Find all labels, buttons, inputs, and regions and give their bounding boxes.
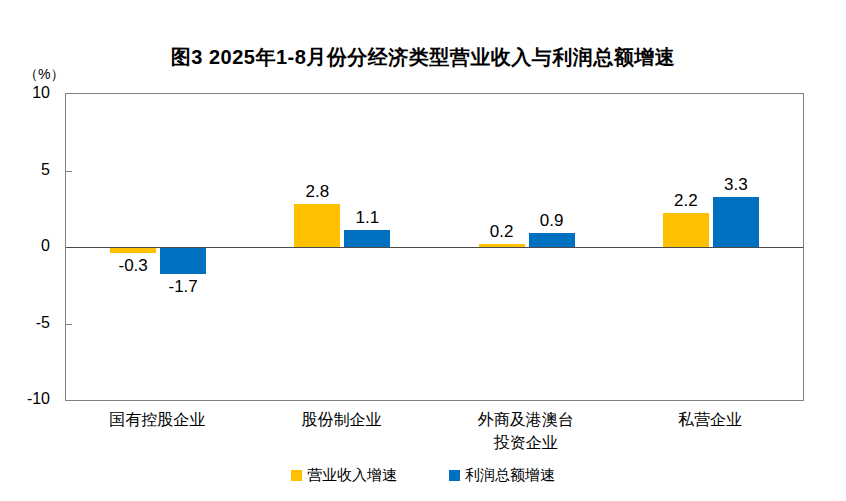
- legend-item: 利润总额增速: [449, 466, 555, 485]
- bar-value-label: -0.3: [101, 256, 165, 276]
- y-tick-label: 5: [6, 161, 50, 179]
- bar-利润总额增速-股份制企业: [344, 230, 390, 247]
- bar-营业收入增速-外商及港澳台投资企业: [479, 244, 525, 247]
- x-category-label: 国有控股企业: [65, 408, 249, 431]
- y-tick-label: 0: [6, 237, 50, 255]
- x-category-label: 股份制企业: [249, 408, 433, 431]
- y-axis-unit-label: （%）: [24, 66, 64, 84]
- bar-利润总额增速-外商及港澳台投资企业: [529, 233, 575, 247]
- bar-value-label: -1.7: [151, 277, 215, 297]
- bar-营业收入增速-股份制企业: [294, 204, 340, 247]
- bar-value-label: 1.1: [335, 208, 399, 228]
- bar-利润总额增速-国有控股企业: [160, 248, 206, 274]
- bar-利润总额增速-私营企业: [713, 197, 759, 247]
- legend-item: 营业收入增速: [291, 466, 397, 485]
- plot-area: -0.3-1.72.81.10.20.92.23.3: [65, 93, 804, 401]
- legend-label: 营业收入增速: [307, 466, 397, 485]
- legend-label: 利润总额增速: [465, 466, 555, 485]
- legend: 营业收入增速 利润总额增速: [0, 466, 846, 485]
- legend-swatch-icon: [291, 470, 302, 481]
- y-tick-label: 10: [6, 84, 50, 102]
- bar-value-label: 3.3: [704, 175, 768, 195]
- bar-value-label: 2.8: [285, 182, 349, 202]
- y-tick-label: -10: [6, 390, 50, 408]
- y-tick-mark: [66, 171, 72, 172]
- legend-swatch-icon: [449, 470, 460, 481]
- bar-营业收入增速-私营企业: [663, 213, 709, 247]
- bar-营业收入增速-国有控股企业: [110, 248, 156, 253]
- y-tick-label: -5: [6, 314, 50, 332]
- x-category-label: 私营企业: [618, 408, 802, 431]
- y-tick-mark: [66, 324, 72, 325]
- bar-value-label: 0.9: [520, 211, 584, 231]
- chart: 图3 2025年1-8月份分经济类型营业收入与利润总额增速 （%） -0.3-1…: [0, 0, 846, 501]
- x-category-label: 外商及港澳台 投资企业: [434, 408, 618, 454]
- chart-title: 图3 2025年1-8月份分经济类型营业收入与利润总额增速: [0, 44, 846, 71]
